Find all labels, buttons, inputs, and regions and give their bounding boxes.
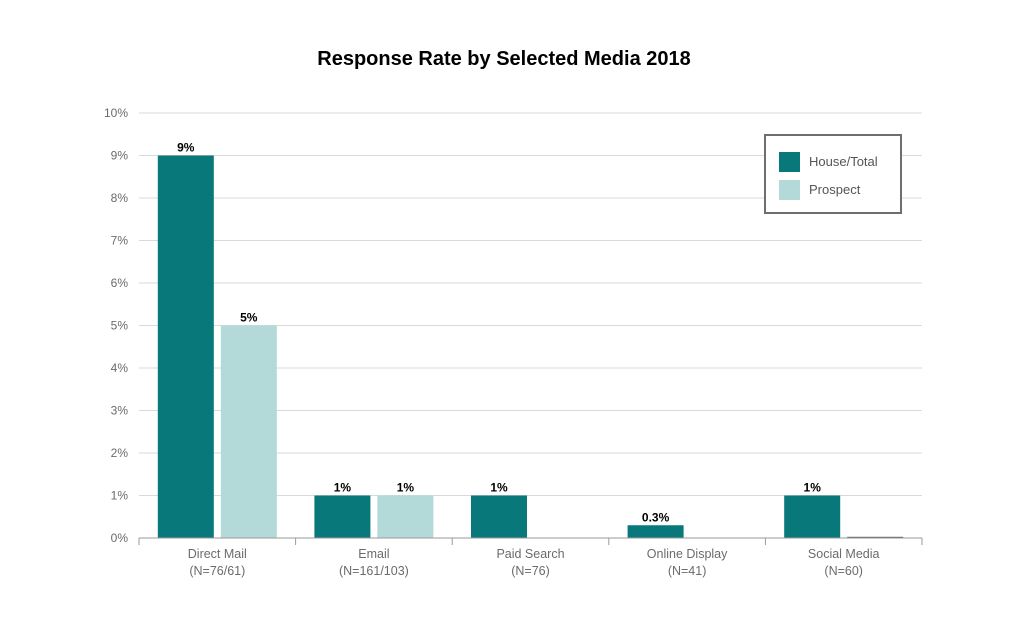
bar-house-total [314,495,371,538]
bar-house-total [627,525,684,538]
bar-prospect [377,495,434,538]
data-label: 1% [490,481,508,495]
data-label: 0.3% [642,510,670,524]
x-category-label: Direct Mail [188,547,247,561]
legend-label-prospect: Prospect [809,182,861,197]
data-label: 1% [804,481,822,495]
x-category-sublabel: (N=76) [511,564,550,578]
x-category-label: Email [358,547,389,561]
y-tick-label: 9% [111,149,129,163]
legend: House/Total Prospect [764,134,902,214]
y-tick-label: 7% [111,234,129,248]
bar-house-total [157,155,214,538]
x-axis: Direct Mail (N=76/61) Email (N=161/103) Paid… [138,537,923,578]
x-category-sublabel: (N=76/61) [189,564,245,578]
data-label: 5% [240,311,258,325]
data-label: 9% [177,141,195,155]
bar-house-total [471,495,527,538]
y-tick-label: 1% [111,489,129,503]
bar-prospect [847,536,904,538]
legend-label-house: House/Total [809,154,878,169]
y-tick-label: 0% [111,531,129,545]
x-category-label: Online Display [647,547,728,561]
y-tick-label: 10% [104,106,128,120]
y-axis-ticks: 0% 1% 2% 3% 4% 5% 6% 7% 8% 9% 10% [104,106,128,545]
y-tick-label: 3% [111,404,129,418]
bars [157,155,904,538]
y-tick-label: 6% [111,276,129,290]
x-category-sublabel: (N=41) [668,564,707,578]
data-label: 1% [397,481,415,495]
x-category-sublabel: (N=60) [824,564,863,578]
x-category-label: Paid Search [496,547,564,561]
x-category-label: Social Media [808,547,880,561]
bar-prospect [220,325,277,538]
bar-house-total [784,495,841,538]
chart-title: Response Rate by Selected Media 2018 [317,48,691,70]
y-tick-label: 5% [111,319,129,333]
x-category-sublabel: (N=161/103) [339,564,409,578]
data-label: 1% [334,481,352,495]
legend-box [764,134,902,214]
y-tick-label: 8% [111,191,129,205]
y-tick-label: 2% [111,446,129,460]
data-labels: 9% 1% 1% 0.3% 1% 5% 1% [177,141,821,525]
legend-swatch-prospect [779,180,800,200]
legend-swatch-house [779,152,800,172]
y-tick-label: 4% [111,361,129,375]
